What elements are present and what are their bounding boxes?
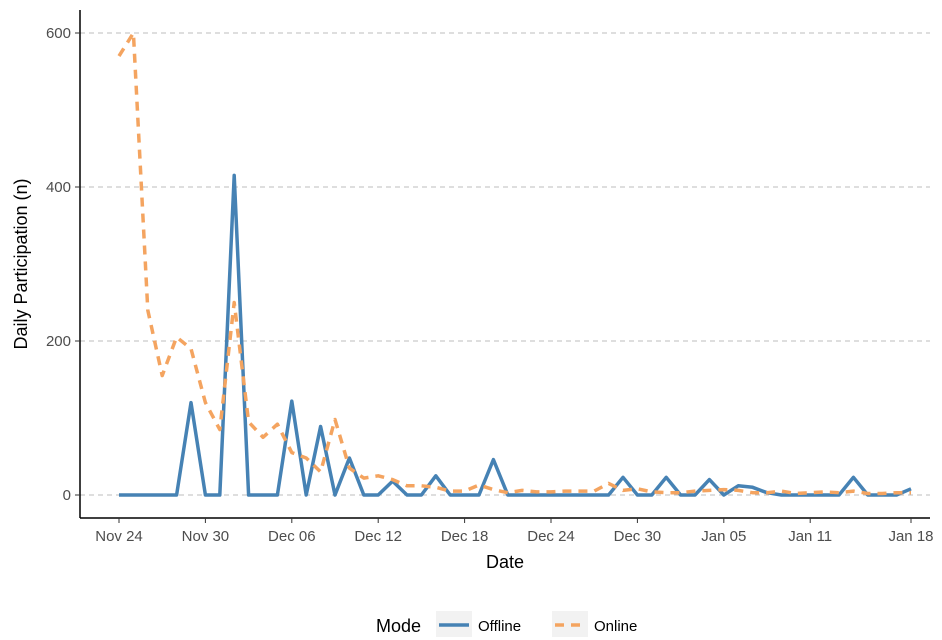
legend-label: Online	[594, 618, 637, 635]
x-tick-label: Dec 24	[527, 528, 575, 545]
series-line-offline	[119, 173, 912, 497]
y-tick-label: 0	[63, 487, 71, 504]
legend-label: Offline	[478, 618, 521, 635]
x-axis-title: Date	[486, 552, 524, 572]
x-tick-label: Dec 30	[614, 528, 662, 545]
x-tick-label: Nov 30	[182, 528, 230, 545]
legend-title: Mode	[376, 616, 421, 636]
gridlines	[80, 32, 930, 496]
y-tick-label: 400	[46, 179, 71, 196]
x-tick-label: Dec 18	[441, 528, 489, 545]
legend-item-offline: Offline	[436, 611, 521, 637]
series-line-online	[117, 31, 911, 496]
x-axis-ticks: Nov 24 Nov 30 Dec 06 Dec 12 Dec 18 Dec 24 Dec …	[95, 518, 934, 545]
x-tick-label: Dec 06	[268, 528, 316, 545]
y-tick-label: 600	[46, 25, 71, 42]
series-lines	[117, 31, 912, 497]
legend-item-online: Online	[552, 611, 637, 637]
x-tick-label: Jan 11	[788, 528, 832, 545]
x-tick-label: Dec 12	[354, 528, 402, 545]
x-tick-label: Jan 18	[888, 528, 933, 545]
legend: Mode Offline Online	[376, 611, 637, 637]
y-tick-label: 200	[46, 333, 71, 350]
x-tick-label: Nov 24	[95, 528, 143, 545]
x-tick-label: Jan 05	[701, 528, 746, 545]
y-axis-title: Daily Participation (n)	[11, 178, 31, 349]
y-axis-ticks: 0 200 400 600	[46, 25, 80, 504]
